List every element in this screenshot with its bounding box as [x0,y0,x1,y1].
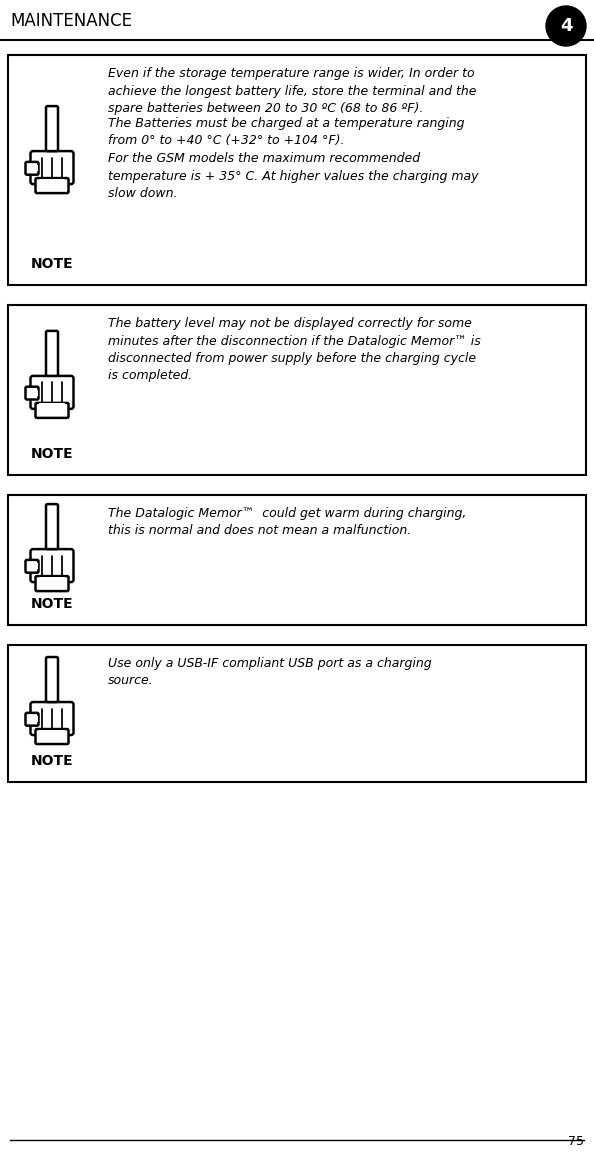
FancyBboxPatch shape [30,376,74,409]
FancyBboxPatch shape [26,386,39,399]
FancyBboxPatch shape [36,403,68,418]
Bar [39,577,65,582]
FancyBboxPatch shape [36,728,68,744]
Bar [39,730,65,735]
FancyBboxPatch shape [36,577,68,592]
FancyBboxPatch shape [46,505,58,549]
FancyBboxPatch shape [36,179,68,193]
Text: Use only a USB-IF compliant USB port as a charging
source.: Use only a USB-IF compliant USB port as … [108,657,432,688]
Text: NOTE: NOTE [31,447,73,461]
Text: NOTE: NOTE [31,597,73,611]
Bar [32,390,38,396]
Bar [32,166,38,172]
Bar [8,305,586,474]
FancyBboxPatch shape [30,549,74,582]
FancyBboxPatch shape [46,657,58,702]
Text: Even if the storage temperature range is wider, In order to
achieve the longest : Even if the storage temperature range is… [108,67,476,115]
Text: 4: 4 [560,17,572,35]
Text: NOTE: NOTE [31,258,73,271]
Text: The Datalogic Memor™  could get warm during charging,
this is normal and does no: The Datalogic Memor™ could get warm duri… [108,507,466,537]
Text: MAINTENANCE: MAINTENANCE [10,12,132,30]
FancyBboxPatch shape [46,106,58,151]
Text: The Batteries must be charged at a temperature ranging
from 0° to +40 °C (+32° t: The Batteries must be charged at a tempe… [108,116,465,147]
FancyBboxPatch shape [26,162,39,175]
Text: The battery level may not be displayed correctly for some
minutes after the disc: The battery level may not be displayed c… [108,317,481,383]
Text: NOTE: NOTE [31,754,73,768]
Circle shape [546,6,586,46]
Bar [8,495,586,625]
Bar [8,55,586,285]
Text: 75: 75 [568,1134,584,1148]
FancyBboxPatch shape [26,560,39,573]
FancyBboxPatch shape [46,331,58,376]
Bar [39,179,65,184]
Text: For the GSM models the maximum recommended
temperature is + 35° C. At higher val: For the GSM models the maximum recommend… [108,152,479,200]
FancyBboxPatch shape [26,713,39,726]
Bar [32,717,38,723]
FancyBboxPatch shape [30,702,74,735]
Bar [8,645,586,782]
FancyBboxPatch shape [30,151,74,184]
Bar [39,404,65,409]
Bar [32,564,38,570]
